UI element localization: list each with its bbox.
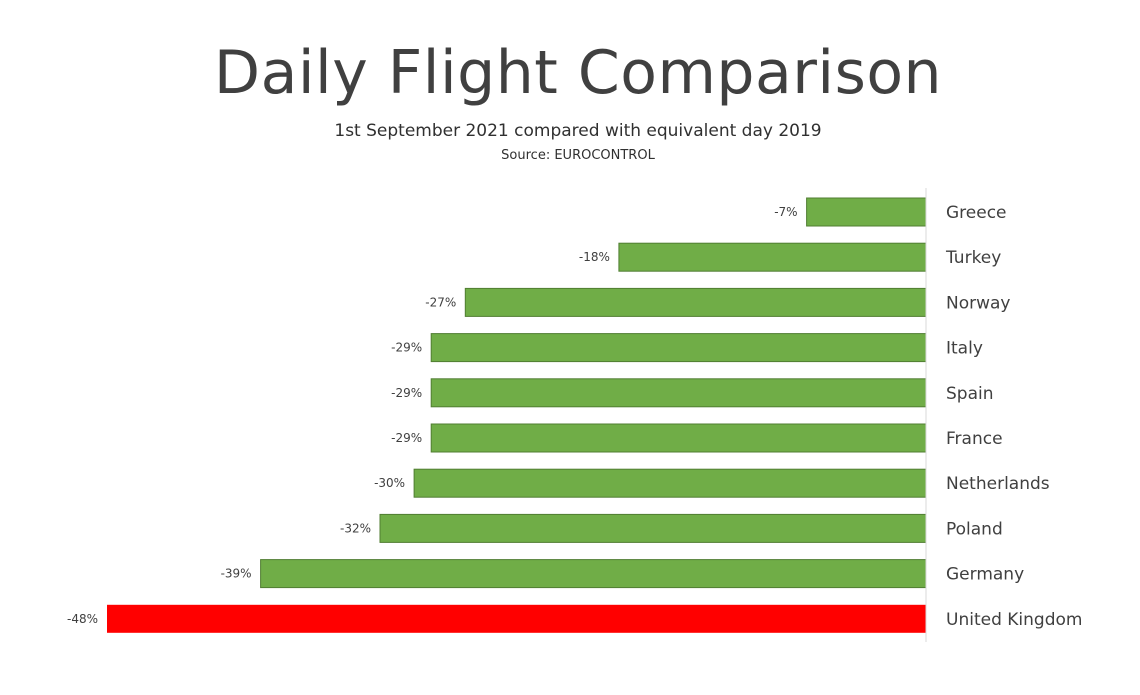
bar-spain [430,378,927,408]
bar-turkey [618,242,927,272]
bar-france [430,423,927,453]
data-label-france: -29% [391,431,422,445]
bar-greece [806,197,927,227]
bar-united-kingdom [107,604,926,633]
data-label-germany: -39% [221,567,252,581]
data-label-greece: -7% [774,205,797,219]
data-label-norway: -27% [425,295,456,309]
chart-title: Daily Flight Comparison [213,38,943,108]
data-label-turkey: -18% [579,250,610,264]
category-label-france: France [946,429,1003,449]
data-label-italy: -29% [391,341,422,355]
chart-source: Source: EUROCONTROL [501,148,655,163]
bar-germany [260,559,927,589]
bar-italy [430,333,927,363]
data-label-netherlands: -30% [374,476,405,490]
category-label-netherlands: Netherlands [946,474,1050,494]
category-label-greece: Greece [946,203,1007,223]
bar-netherlands [413,468,927,498]
category-label-united-kingdom: United Kingdom [946,610,1082,630]
data-label-spain: -29% [391,386,422,400]
bar-norway [464,287,927,317]
category-label-spain: Spain [946,384,994,404]
category-label-italy: Italy [946,339,983,359]
category-label-poland: Poland [946,519,1003,539]
category-label-norway: Norway [946,293,1011,313]
data-label-united-kingdom: -48% [67,612,98,626]
bar-poland [379,513,927,543]
category-label-germany: Germany [946,565,1024,585]
data-label-poland: -32% [340,521,371,535]
bars-group: -7% Greece -18% Turkey -27% Norway -29% Italy -2… [67,197,1082,633]
chart-subtitle: 1st September 2021 compared with equival… [334,121,822,141]
category-label-turkey: Turkey [945,248,1001,268]
